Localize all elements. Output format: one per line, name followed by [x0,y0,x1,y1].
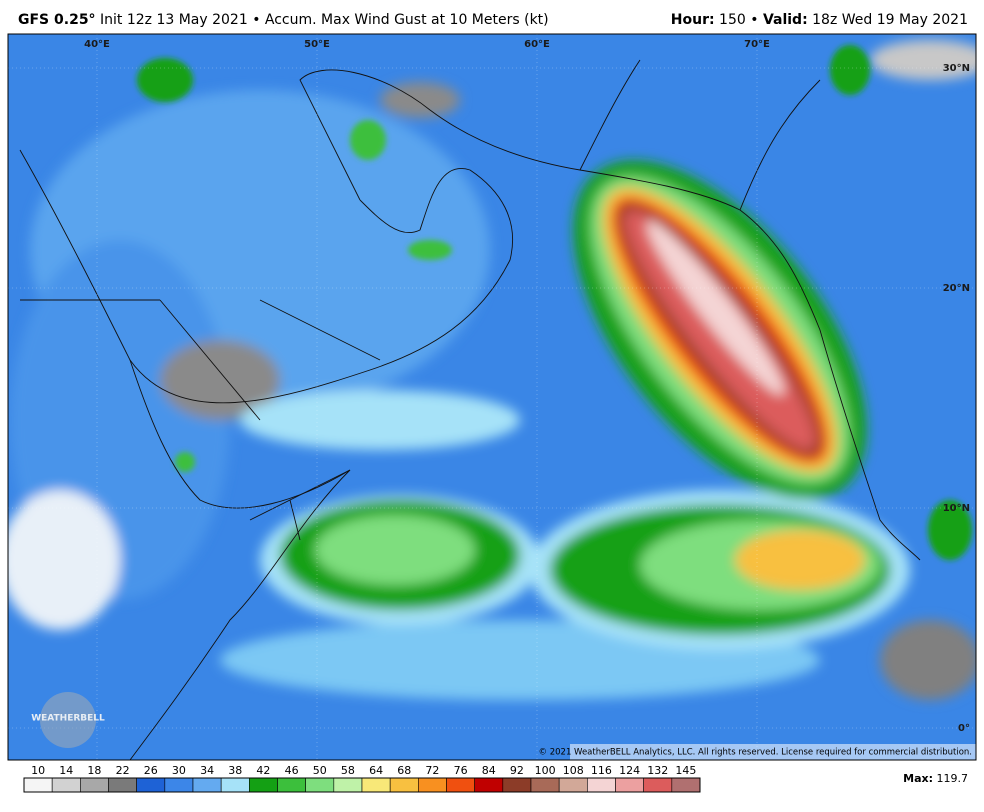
color-swatch [277,777,306,793]
valid-label: Valid: [763,12,808,28]
colorbar-tick-label: 132 [647,764,668,777]
map-frame [7,33,977,761]
colorbar: 10 14 18 22 26 30 34 38 42 46 50 58 64 68 72 76 84 92 100 1… [23,764,701,793]
lon-label: 70°E [744,39,770,50]
color-swatch [164,777,194,793]
hour: 150 • [719,12,758,28]
colorbar-tick-label: 108 [563,764,584,777]
colorbar-tick-label: 14 [59,764,73,777]
colorbar-tick-label: 26 [144,764,158,777]
color-swatch [220,777,250,793]
lat-label: 10°N [943,503,970,514]
color-swatch [80,777,109,793]
colorbar-frame [23,777,701,793]
color-swatch [192,777,222,793]
color-swatch [643,777,673,793]
colorbar-tick-label: 10 [31,764,45,777]
copyright-box [570,744,976,760]
color-swatch [389,777,419,793]
color-swatch [474,777,504,793]
lon-label: 60°E [524,39,550,50]
map: 40°E 50°E 60°E 70°E 30°N 20°N 10°N 0° WE… [8,34,976,760]
color-swatch [23,777,53,793]
colorbar-tick-label: 84 [482,764,496,777]
colorbar-tick-label: 72 [425,764,439,777]
colorbar-tick-label: 124 [619,764,640,777]
header-right: Hour: 150 • Valid: 18z Wed 19 May 2021 [671,12,968,28]
colorbar-tick-label: 18 [87,764,101,777]
copyright: © 2021 WeatherBELL Analytics, LLC. All r… [539,748,972,758]
color-swatch [530,777,560,793]
lon-label: 50°E [304,39,330,50]
lat-label: 0° [958,723,970,734]
colorbar-tick-label: 38 [228,764,242,777]
green-patches [137,45,972,560]
max-value: 119.7 [937,772,969,785]
color-swatch [361,777,391,793]
colorbar-tick-label: 64 [369,764,383,777]
lat-label: 30°N [943,63,970,74]
logo-badge [40,692,96,748]
color-swatch [249,777,278,793]
color-swatch [136,777,166,793]
colorbar-tick-label: 34 [200,764,214,777]
color-swatch [333,777,363,793]
color-swatch [305,777,335,793]
color-swatch [558,777,588,793]
colorbar-tick-label: 30 [172,764,186,777]
title: Init 12z 13 May 2021 • Accum. Max Wind G… [100,12,549,28]
lat-label: 20°N [943,283,970,294]
colorbar-tick-label: 42 [256,764,270,777]
color-swatch [51,777,81,793]
logo: WEATHERBELL [31,714,105,724]
colorbar-tick-label: 22 [116,764,130,777]
colorbar-tick-label: 116 [591,764,612,777]
valid: 18z Wed 19 May 2021 [812,12,968,28]
header-left: GFS 0.25° Init 12z 13 May 2021 • Accum. … [18,12,549,28]
max-readout: Max: 119.7 [903,772,968,785]
color-swatch [108,777,137,793]
color-swatch [418,777,447,793]
model: GFS 0.25° [18,12,96,28]
colorbar-tick-label: 58 [341,764,355,777]
color-swatch [502,777,532,793]
colorbar-tick-label: 145 [675,764,696,777]
colorbar-tick-label: 68 [397,764,411,777]
color-swatch [587,777,616,793]
color-swatch [446,777,475,793]
color-swatch [671,777,701,793]
colorbar-tick-label: 50 [313,764,327,777]
lon-label: 40°E [84,39,110,50]
colorbar-tick-label: 100 [535,764,556,777]
colorbar-tick-label: 76 [454,764,468,777]
colorbar-tick-label: 92 [510,764,524,777]
color-swatch [615,777,644,793]
colorbar-tick-label: 46 [285,764,299,777]
wind-field [8,40,976,700]
graticule [8,34,976,760]
borders [19,59,921,760]
max-label: Max: [903,772,933,785]
hour-label: Hour: [671,12,715,28]
